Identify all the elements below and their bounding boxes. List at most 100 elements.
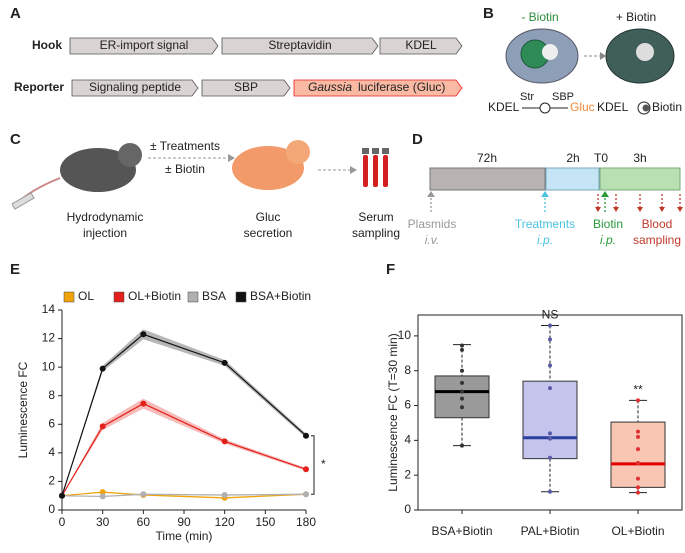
point: [460, 396, 464, 401]
step-label: secretion: [244, 226, 293, 240]
molecule: [637, 101, 651, 115]
error-band: [102, 398, 144, 430]
x-tick-label: 180: [296, 515, 316, 529]
y-tick-label: 10: [42, 359, 56, 373]
point: [303, 432, 309, 439]
x-tick-label: 0: [59, 515, 66, 529]
y-tick-label: 14: [42, 302, 56, 316]
point: [99, 365, 106, 372]
point: [636, 490, 640, 495]
phase: [599, 167, 681, 191]
point: [548, 337, 552, 342]
y-tick-label: 6: [404, 398, 411, 412]
duration-label: 2h: [566, 151, 579, 165]
segment: [71, 79, 199, 97]
molecule-label: Str: [520, 91, 534, 103]
panel-label: D: [412, 131, 423, 148]
legend-label: OL: [78, 289, 94, 303]
y-tick-label: 2: [48, 474, 55, 488]
y-axis-label: Luminescence FC: [16, 361, 30, 458]
segment: [293, 79, 463, 97]
point: [636, 485, 640, 490]
point: [636, 434, 640, 439]
legend-swatch: [187, 291, 199, 303]
box: [522, 380, 578, 460]
error-band: [143, 398, 225, 444]
step-label: Hydrodynamic: [67, 210, 144, 224]
point: [548, 386, 552, 391]
molecule-label: KDEL: [597, 100, 629, 114]
legend-swatch: [235, 291, 247, 303]
legend-swatch: [63, 291, 75, 303]
legend-swatch: [113, 291, 125, 303]
x-tick-label: 150: [255, 515, 275, 529]
arrowheads: [427, 191, 683, 212]
panel-label: E: [10, 261, 20, 278]
point: [548, 489, 552, 494]
phase: [429, 167, 546, 191]
step-label: Gluc: [256, 210, 281, 224]
row-label: Hook: [32, 38, 62, 52]
segment-label: Streptavidin: [268, 38, 331, 52]
panel-label: B: [483, 5, 494, 22]
panel-label: C: [10, 131, 21, 148]
y-tick-label: 8: [404, 363, 411, 377]
point: [548, 431, 552, 436]
error-band: [62, 365, 103, 496]
molecule-label: Biotin: [652, 100, 682, 114]
point: [460, 343, 464, 348]
point: [548, 363, 552, 368]
condition-label: + Biotin: [616, 10, 656, 24]
event-label: Blood: [642, 217, 673, 231]
point: [221, 438, 228, 445]
step-label: Serum: [358, 210, 393, 224]
x-tick-label: 90: [177, 515, 191, 529]
legend-label: BSA+Biotin: [250, 289, 311, 303]
point: [460, 405, 464, 410]
molecule-label: SBP: [552, 91, 574, 103]
arrowhead: [350, 166, 357, 174]
point: [99, 423, 106, 430]
segment: [201, 79, 291, 97]
y-axis-label: Luminescence FC (T=30 min): [386, 333, 400, 491]
point: [460, 347, 464, 352]
series-line: [61, 402, 307, 497]
segment: [379, 37, 463, 55]
x-axis-label: Time (min): [156, 529, 213, 543]
point: [59, 492, 65, 499]
point: [303, 491, 309, 498]
segment: [221, 37, 379, 55]
point: [636, 429, 640, 434]
point: [99, 489, 106, 496]
point: [140, 491, 147, 498]
step-label: ± Treatments: [150, 139, 220, 153]
point: [460, 389, 464, 394]
mouse-head: [118, 143, 142, 167]
event-label: i.p.: [537, 233, 553, 247]
nucleus-detail: [542, 44, 558, 60]
row-label: Reporter: [14, 80, 64, 94]
point: [221, 359, 228, 366]
point: [460, 368, 464, 373]
y-tick-label: 2: [404, 467, 411, 481]
tubes: [362, 148, 389, 187]
condition-label: - Biotin: [521, 10, 558, 24]
annotation: **: [633, 382, 643, 396]
point: [548, 436, 552, 441]
mouse: [232, 146, 304, 190]
x-tick-label: OL+Biotin: [611, 524, 664, 538]
point: [548, 323, 552, 328]
y-tick-label: 8: [48, 388, 55, 402]
point: [140, 400, 147, 407]
point: [99, 493, 106, 500]
nucleus-detail: [636, 43, 654, 61]
y-tick-label: 4: [48, 445, 55, 459]
step-label: injection: [83, 226, 127, 240]
point: [636, 447, 640, 452]
x-tick-label: 120: [215, 515, 235, 529]
legend-label: OL+Biotin: [128, 289, 181, 303]
timeline-arrows: [430, 194, 681, 212]
panel-label: A: [10, 5, 21, 22]
point: [460, 380, 464, 385]
